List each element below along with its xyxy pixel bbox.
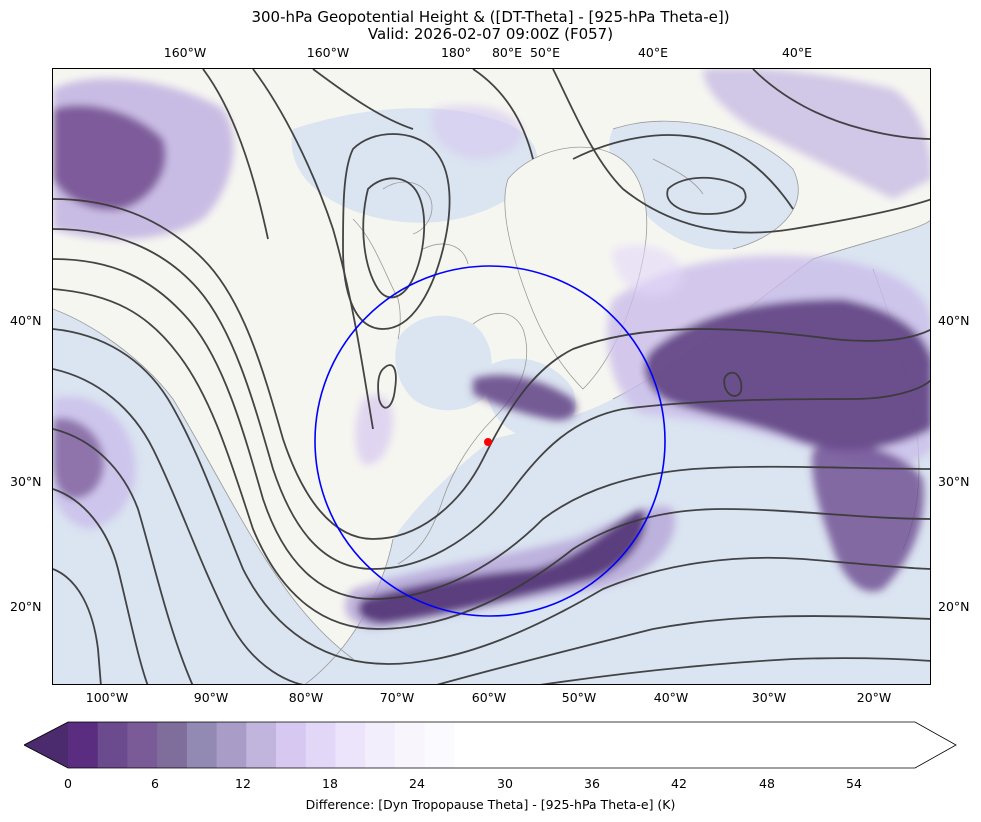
colorbar xyxy=(24,721,957,769)
colorbar-cell xyxy=(365,722,396,768)
colorbar-cell xyxy=(335,722,366,768)
height-contours xyxy=(53,69,930,684)
colorbar-cell xyxy=(186,722,218,768)
left-lat-label: 40°N xyxy=(10,313,42,328)
top-lon-label: 80°E xyxy=(491,45,523,60)
colorbar-cell xyxy=(276,722,307,768)
map-canvas xyxy=(53,69,930,684)
bottom-lon-label: 100°W xyxy=(85,690,129,705)
colorbar-cell xyxy=(157,722,188,768)
colorbar-cell xyxy=(394,722,426,768)
colorbar-cell xyxy=(305,722,336,768)
colorbar-tick: 6 xyxy=(151,776,159,791)
right-lat-label: 40°N xyxy=(938,313,970,328)
left-lat-label: 20°N xyxy=(10,599,42,614)
bottom-lon-label: 20°W xyxy=(856,690,892,705)
bottom-lon-label: 80°W xyxy=(288,690,324,705)
top-lon-label: 160°W xyxy=(306,45,350,60)
colorbar-cells xyxy=(24,722,956,768)
colorbar-cell xyxy=(68,722,99,768)
top-lon-label: 40°E xyxy=(781,45,813,60)
colorbar-cell xyxy=(97,722,128,768)
bottom-lon-label: 30°W xyxy=(751,690,787,705)
colorbar-tick: 54 xyxy=(846,776,862,791)
colorbar-label: Difference: [Dyn Tropopause Theta] - [92… xyxy=(305,797,676,812)
chart-valid-time: Valid: 2026-02-07 09:00Z (F057) xyxy=(367,25,614,43)
location-marker xyxy=(484,438,492,446)
colorbar-extend-high xyxy=(915,722,956,768)
colorbar-cell xyxy=(246,722,277,768)
difference-shading xyxy=(53,69,930,629)
colorbar-cell xyxy=(424,722,455,768)
colorbar-tick: 42 xyxy=(671,776,687,791)
map-panel xyxy=(52,68,931,685)
colorbar-cell xyxy=(454,722,915,768)
bottom-lon-label: 40°W xyxy=(653,690,689,705)
top-lon-label: 160°W xyxy=(163,45,207,60)
bottom-lon-label: 90°W xyxy=(193,690,229,705)
left-lat-label: 30°N xyxy=(10,474,42,489)
bottom-lon-label: 50°W xyxy=(561,690,597,705)
right-lat-label: 30°N xyxy=(938,474,970,489)
bottom-lon-label: 60°W xyxy=(471,690,507,705)
colorbar-tick: 12 xyxy=(235,776,251,791)
colorbar-tick: 0 xyxy=(64,776,72,791)
colorbar-extend-low xyxy=(24,722,68,768)
colorbar-cell xyxy=(216,722,247,768)
right-lat-label: 20°N xyxy=(938,599,970,614)
hudson-bay xyxy=(395,315,492,411)
norwegian-sea xyxy=(609,121,799,250)
top-lon-label: 40°E xyxy=(637,45,669,60)
colorbar-tick: 36 xyxy=(584,776,600,791)
top-lon-label: 50°E xyxy=(529,45,561,60)
colorbar-tick: 48 xyxy=(759,776,775,791)
range-circle xyxy=(314,265,666,617)
top-lon-label: 180° xyxy=(440,45,472,60)
chart-title: 300-hPa Geopotential Height & ([DT-Theta… xyxy=(251,8,730,26)
colorbar-tick: 24 xyxy=(409,776,425,791)
bottom-lon-label: 70°W xyxy=(379,690,415,705)
colorbar-outline xyxy=(24,721,957,769)
colorbar-cell xyxy=(127,722,158,768)
colorbar-tick: 18 xyxy=(322,776,338,791)
pacific-ocean xyxy=(53,309,353,684)
colorbar-tick: 30 xyxy=(497,776,513,791)
